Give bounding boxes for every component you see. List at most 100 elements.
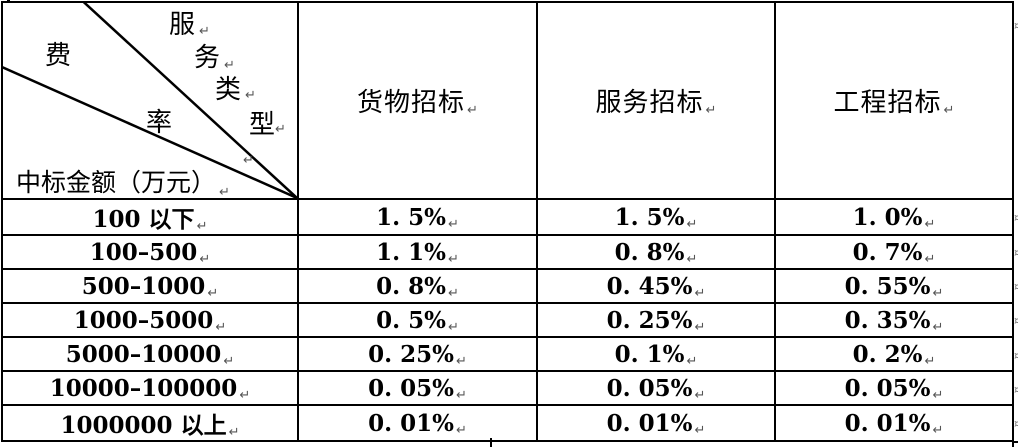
amount-range-cell: 100 以下 ↵ <box>1 198 299 236</box>
rate-cell: 0. 01% ↵ <box>774 404 1014 442</box>
line-break-mark: ↵ <box>199 251 211 267</box>
amount-range: 1000000 以上 <box>60 412 227 439</box>
line-break-mark: ↵ <box>224 58 235 73</box>
line-break-mark: ↵ <box>275 122 286 137</box>
column-header-engineering: 工程招标 ↵ <box>774 1 1014 200</box>
amount-range: 100 以下 <box>92 206 195 233</box>
rate-value: 0. 05% <box>368 374 454 402</box>
column-header-label: 工程招标 <box>833 88 942 118</box>
line-break-mark: ↵ <box>228 425 240 440</box>
rate-value: 0. 01% <box>844 409 931 437</box>
line-break-mark: ↵ <box>932 285 944 301</box>
amount-range-cell: 1000–5000 ↵ <box>1 302 299 338</box>
rate-cell: 0. 7% ↵ <box>774 234 1014 270</box>
table-row: 1000000 以上 ↵ 0. 01% ↵ 0. 01% ↵ 0. 01% ↵ <box>1 404 1014 442</box>
row-end-mark: ¤ <box>1014 383 1018 396</box>
rate-value: 0. 7% <box>852 238 923 266</box>
corner-char-service-1: 服 <box>169 10 196 40</box>
line-break-mark: ↵ <box>932 319 944 335</box>
amount-range: 5000–10000 <box>65 340 222 368</box>
diagonal-line-upper <box>82 3 297 198</box>
row-end-mark: ¤ <box>1014 280 1018 293</box>
table-resize-handle[interactable] <box>1012 441 1018 447</box>
rate-value: 0. 5% <box>376 306 446 334</box>
line-break-mark: ↵ <box>223 353 235 369</box>
amount-range-cell: 10000–100000 ↵ <box>1 370 299 406</box>
row-end-mark: ¤ <box>1014 19 1018 32</box>
line-break-mark: ↵ <box>924 353 936 369</box>
line-break-mark: ↵ <box>932 422 944 438</box>
rate-cell: 0. 05% ↵ <box>297 370 538 406</box>
row-end-mark: ¤ <box>1014 417 1018 430</box>
line-break-mark: ↵ <box>694 285 706 301</box>
amount-range-cell: 100–500 ↵ <box>1 234 299 270</box>
rate-cell: 0. 5% ↵ <box>297 302 538 338</box>
table-row: 100 以下 ↵ 1. 5% ↵ 1. 5% ↵ 1. 0% ↵ <box>1 198 1014 236</box>
line-break-mark: ↵ <box>207 285 219 301</box>
line-break-mark: ↵ <box>243 153 254 168</box>
row-end-mark: ¤ <box>1014 314 1018 327</box>
rate-value: 0. 35% <box>844 306 931 334</box>
diagonal-lines <box>3 3 297 198</box>
rate-cell: 1. 1% ↵ <box>297 234 538 270</box>
amount-range: 10000–100000 <box>49 374 238 402</box>
corner-char-fee-1: 费 <box>45 41 72 71</box>
line-break-mark: ↵ <box>219 185 230 200</box>
row-end-mark: ¤ <box>1014 246 1018 259</box>
rate-cell: 1. 5% ↵ <box>536 198 776 236</box>
amount-range: 500–1000 <box>81 272 206 300</box>
rate-value: 0. 8% <box>614 238 685 266</box>
amount-range-cell: 5000–10000 ↵ <box>1 336 299 372</box>
line-break-mark: ↵ <box>196 219 208 234</box>
rate-value: 0. 25% <box>368 340 454 368</box>
line-break-mark: ↵ <box>467 103 478 118</box>
line-break-mark: ↵ <box>239 387 251 403</box>
rate-cell: 0. 05% ↵ <box>774 370 1014 406</box>
table-row: 100–500 ↵ 1. 1% ↵ 0. 8% ↵ 0. 7% ↵ <box>1 234 1014 270</box>
line-break-mark: ↵ <box>455 353 467 369</box>
amount-range: 1000–5000 <box>73 306 214 334</box>
line-break-mark: ↵ <box>447 285 459 301</box>
column-header-goods: 货物招标 ↵ <box>297 1 538 200</box>
rate-value: 1. 5% <box>376 203 446 231</box>
rate-value: 1. 1% <box>376 238 446 266</box>
line-break-mark: ↵ <box>199 24 210 39</box>
line-break-mark: ↵ <box>447 319 459 335</box>
rate-cell: 0. 25% ↵ <box>536 302 776 338</box>
corner-char-service-4: 型 <box>249 110 276 140</box>
text-cursor <box>490 438 492 447</box>
line-break-mark: ↵ <box>932 387 944 403</box>
rate-value: 0. 45% <box>606 272 693 300</box>
line-break-mark: ↵ <box>924 251 936 267</box>
amount-range-cell: 500–1000 ↵ <box>1 268 299 304</box>
rate-cell: 0. 55% ↵ <box>774 268 1014 304</box>
line-break-mark: ↵ <box>447 216 459 232</box>
line-break-mark: ↵ <box>455 422 467 438</box>
rate-cell: 0. 25% ↵ <box>297 336 538 372</box>
rate-value: 0. 2% <box>852 340 923 368</box>
rate-cell: 0. 8% ↵ <box>297 268 538 304</box>
rate-value: 1. 5% <box>614 203 685 231</box>
line-break-mark: ↵ <box>943 103 955 118</box>
corner-bottom-label: 中标金额（万元） <box>16 168 217 197</box>
rate-value: 0. 8% <box>376 272 446 300</box>
rate-cell: 0. 2% ↵ <box>774 336 1014 372</box>
corner-char-service-2: 务 <box>194 43 221 73</box>
rate-cell: 0. 8% ↵ <box>536 234 776 270</box>
rate-cell: 0. 1% ↵ <box>536 336 776 372</box>
column-header-label: 服务招标 <box>595 88 704 118</box>
line-break-mark: ↵ <box>455 387 467 403</box>
amount-range: 100–500 <box>89 238 198 266</box>
line-break-mark: ↵ <box>705 103 717 118</box>
rate-cell: 0. 35% ↵ <box>774 302 1014 338</box>
line-break-mark: ↵ <box>215 319 227 335</box>
rate-cell: 0. 01% ↵ <box>297 404 538 442</box>
rate-cell: 0. 01% ↵ <box>536 404 776 442</box>
diagonal-corner-cell: 服 务 类 型 费 率 中标金额（万元） ↵ ↵ ↵ ↵ ↵ ↵ <box>1 1 299 200</box>
amount-range-cell: 1000000 以上 ↵ <box>1 404 299 442</box>
rate-value: 1. 0% <box>852 203 923 231</box>
table-row: 10000–100000 ↵ 0. 05% ↵ 0. 05% ↵ 0. 05% ↵ <box>1 370 1014 406</box>
column-header-services: 服务招标 ↵ <box>536 1 776 200</box>
line-break-mark: ↵ <box>447 251 459 267</box>
